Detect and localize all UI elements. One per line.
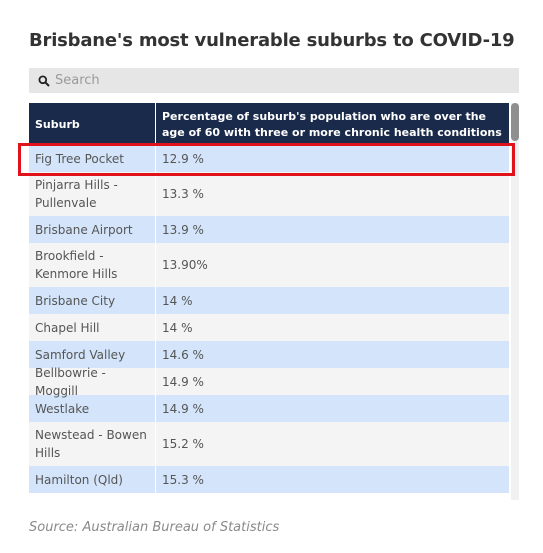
cell-suburb: Hamilton (Qld) (29, 466, 156, 493)
table-row[interactable]: Brisbane City 14 % (29, 287, 509, 314)
cell-percentage: 14.9 % (162, 401, 204, 416)
cell-suburb: Brisbane Airport (29, 216, 156, 243)
cell-percentage: 15.2 % (162, 437, 204, 451)
table-row[interactable]: Westlake 14.9 % (29, 395, 509, 422)
table-row[interactable]: Chapel Hill 14 % (29, 314, 509, 341)
cell-percentage: 14 % (162, 293, 193, 308)
cell-suburb: Brookfield - Kenmore Hills (29, 243, 156, 287)
cell-suburb: Bellbowrie - Moggill (29, 366, 156, 398)
table-row[interactable]: Hamilton (Qld) 15.3 % (29, 466, 509, 493)
cell-suburb: Newstead - Bowen Hills (29, 422, 156, 466)
cell-suburb: Samford Valley (29, 341, 156, 368)
cell-percentage: 14 % (162, 320, 193, 335)
scrollbar-thumb[interactable] (511, 103, 519, 141)
table-scrollbar[interactable] (511, 103, 519, 500)
table-row[interactable]: Brookfield - Kenmore Hills 13.90% (29, 243, 509, 287)
table-row[interactable]: Newstead - Bowen Hills 15.2 % (29, 422, 509, 466)
column-header-suburb[interactable]: Suburb (29, 103, 156, 145)
search-icon (37, 74, 51, 88)
table-row[interactable]: Bellbowrie - Moggill 14.9 % (29, 366, 509, 398)
cell-percentage: 15.3 % (162, 472, 204, 487)
table-row[interactable]: Pinjarra Hills - Pullenvale 13.3 % (29, 172, 509, 216)
cell-suburb: Chapel Hill (29, 314, 156, 341)
cell-suburb: Brisbane City (29, 287, 156, 314)
cell-percentage: 14.6 % (162, 347, 204, 362)
table-row[interactable]: Brisbane Airport 13.9 % (29, 216, 509, 243)
search-bar[interactable] (29, 68, 519, 93)
source-note: Source: Australian Bureau of Statistics (29, 520, 280, 535)
table-row[interactable]: Samford Valley 14.6 % (29, 341, 509, 368)
table-header: Suburb Percentage of suburb's population… (29, 103, 509, 145)
column-header-percentage[interactable]: Percentage of suburb's population who ar… (162, 110, 502, 139)
cell-suburb: Westlake (29, 395, 156, 422)
cell-percentage: 13.90% (162, 258, 208, 272)
page-title: Brisbane's most vulnerable suburbs to CO… (29, 30, 515, 51)
cell-percentage: 13.3 % (162, 187, 204, 201)
data-table: Suburb Percentage of suburb's population… (29, 103, 509, 500)
search-input[interactable] (55, 69, 495, 92)
cell-percentage: 13.9 % (162, 222, 204, 237)
cell-suburb: Fig Tree Pocket (29, 145, 156, 172)
cell-percentage: 14.9 % (162, 374, 204, 389)
cell-suburb: Pinjarra Hills - Pullenvale (29, 172, 156, 216)
table-row[interactable]: Fig Tree Pocket 12.9 % (29, 145, 509, 172)
cell-percentage: 12.9 % (162, 151, 204, 166)
